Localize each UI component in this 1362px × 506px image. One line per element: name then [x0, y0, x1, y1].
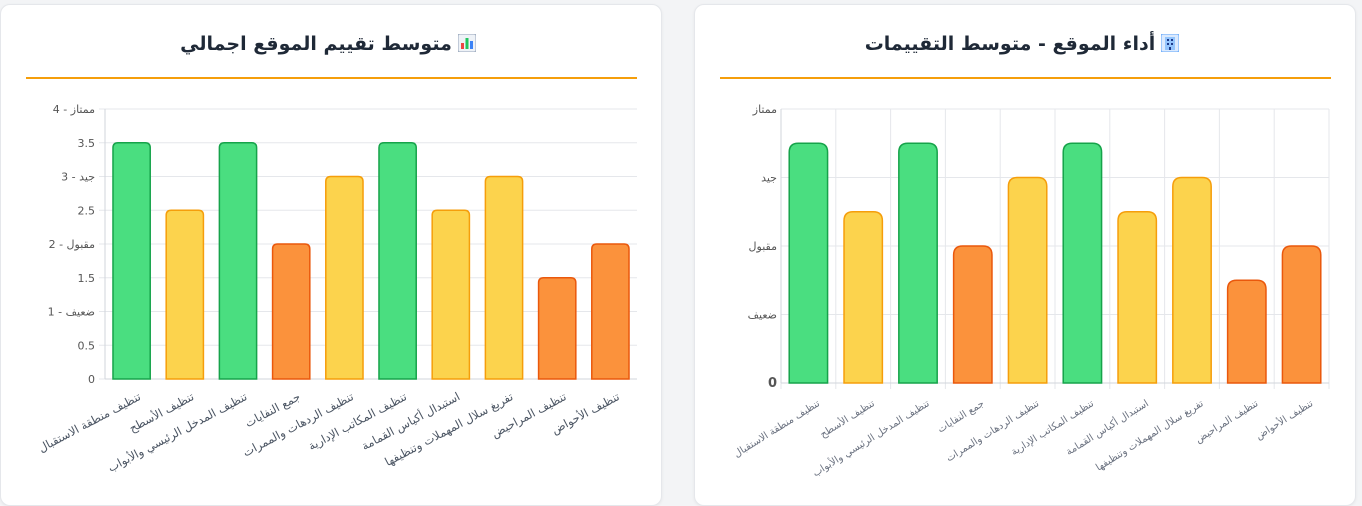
bar-chart-icon — [457, 34, 476, 52]
left-bar — [325, 175, 364, 380]
right-bar — [1281, 245, 1322, 384]
right-bar — [1007, 176, 1048, 384]
left-y-tick-label: 1.5 — [78, 272, 96, 285]
right-x-tick-label: تنظيف الردهات والممرات — [944, 398, 1041, 464]
right-bar — [1226, 279, 1267, 384]
left-plot: 0 ضعيف - 1 0.5 مقبول - 2 1.5 جيد - 3 2.5 ممتاز … — [36, 103, 637, 476]
left-chart-title: متوسط تقييم الموقع اجمالي — [180, 33, 452, 55]
left-bar — [112, 142, 151, 380]
right-bar — [898, 142, 938, 384]
right-bar — [952, 245, 993, 384]
left-y-tick-label: 0 — [88, 373, 95, 386]
right-y-tick-label: مقبول — [749, 240, 778, 253]
left-bar — [484, 175, 524, 380]
left-y-tick-label: ممتاز - 4 — [53, 103, 95, 116]
left-bar — [591, 243, 630, 380]
left-y-tick-label: 3.5 — [78, 137, 96, 150]
right-chart-title-row: أداء الموقع - متوسط التقييمات — [695, 33, 1355, 55]
right-bar — [1062, 142, 1103, 384]
left-bar — [165, 209, 205, 380]
left-y-tick-label: جيد - 3 — [61, 171, 95, 184]
left-bar — [431, 209, 471, 380]
left-bar — [218, 142, 258, 380]
right-bar — [788, 142, 829, 384]
right-x-tick-label: تفريغ سلال المهملات وتنظيفها — [1094, 398, 1206, 473]
left-chart-card: متوسط تقييم الموقع اجمالي 0 ضعيف - 1 0.5 مق… — [0, 4, 662, 506]
right-plot: 0 ضعيف مقبول جيد ممتاز تنظيف منطقة الاستقبال ت… — [732, 103, 1330, 479]
building-icon — [1161, 34, 1180, 52]
right-y-tick-label: ممتاز — [752, 103, 777, 116]
left-chart-title-row: متوسط تقييم الموقع اجمالي — [1, 33, 661, 55]
right-y-tick-label: 0 — [768, 376, 777, 391]
right-bar — [843, 211, 884, 384]
left-y-tick-label: 2.5 — [78, 204, 96, 217]
left-bar — [537, 277, 577, 380]
right-bar-chart: 0 ضعيف مقبول جيد ممتاز تنظيف منطقة الاستقبال ت… — [732, 103, 1330, 479]
right-y-tick-label: ضعيف — [748, 309, 777, 322]
right-bar — [1172, 176, 1212, 384]
left-title-underline — [26, 77, 637, 79]
right-x-tick-label: تنظيف الأحواض — [1253, 396, 1315, 442]
left-bar — [271, 243, 311, 380]
left-bar — [378, 142, 417, 380]
right-chart-title: أداء الموقع - متوسط التقييمات — [864, 33, 1156, 55]
right-x-tick-label: جمع النفايات — [936, 398, 986, 435]
right-title-underline — [720, 77, 1331, 79]
right-bar — [1117, 211, 1158, 384]
left-y-tick-label: ضعيف - 1 — [48, 306, 95, 319]
left-y-tick-label: 0.5 — [78, 339, 96, 352]
left-y-tick-label: مقبول - 2 — [49, 238, 96, 251]
right-x-tick-label: تنظيف منطقة الاستقبال — [732, 398, 822, 460]
right-chart-card: أداء الموقع - متوسط التقييمات 0 ضعيف مقبول… — [694, 4, 1356, 506]
left-bar-chart: 0 ضعيف - 1 0.5 مقبول - 2 1.5 جيد - 3 2.5 ممتاز … — [36, 103, 637, 476]
right-y-tick-label: جيد — [761, 172, 777, 185]
